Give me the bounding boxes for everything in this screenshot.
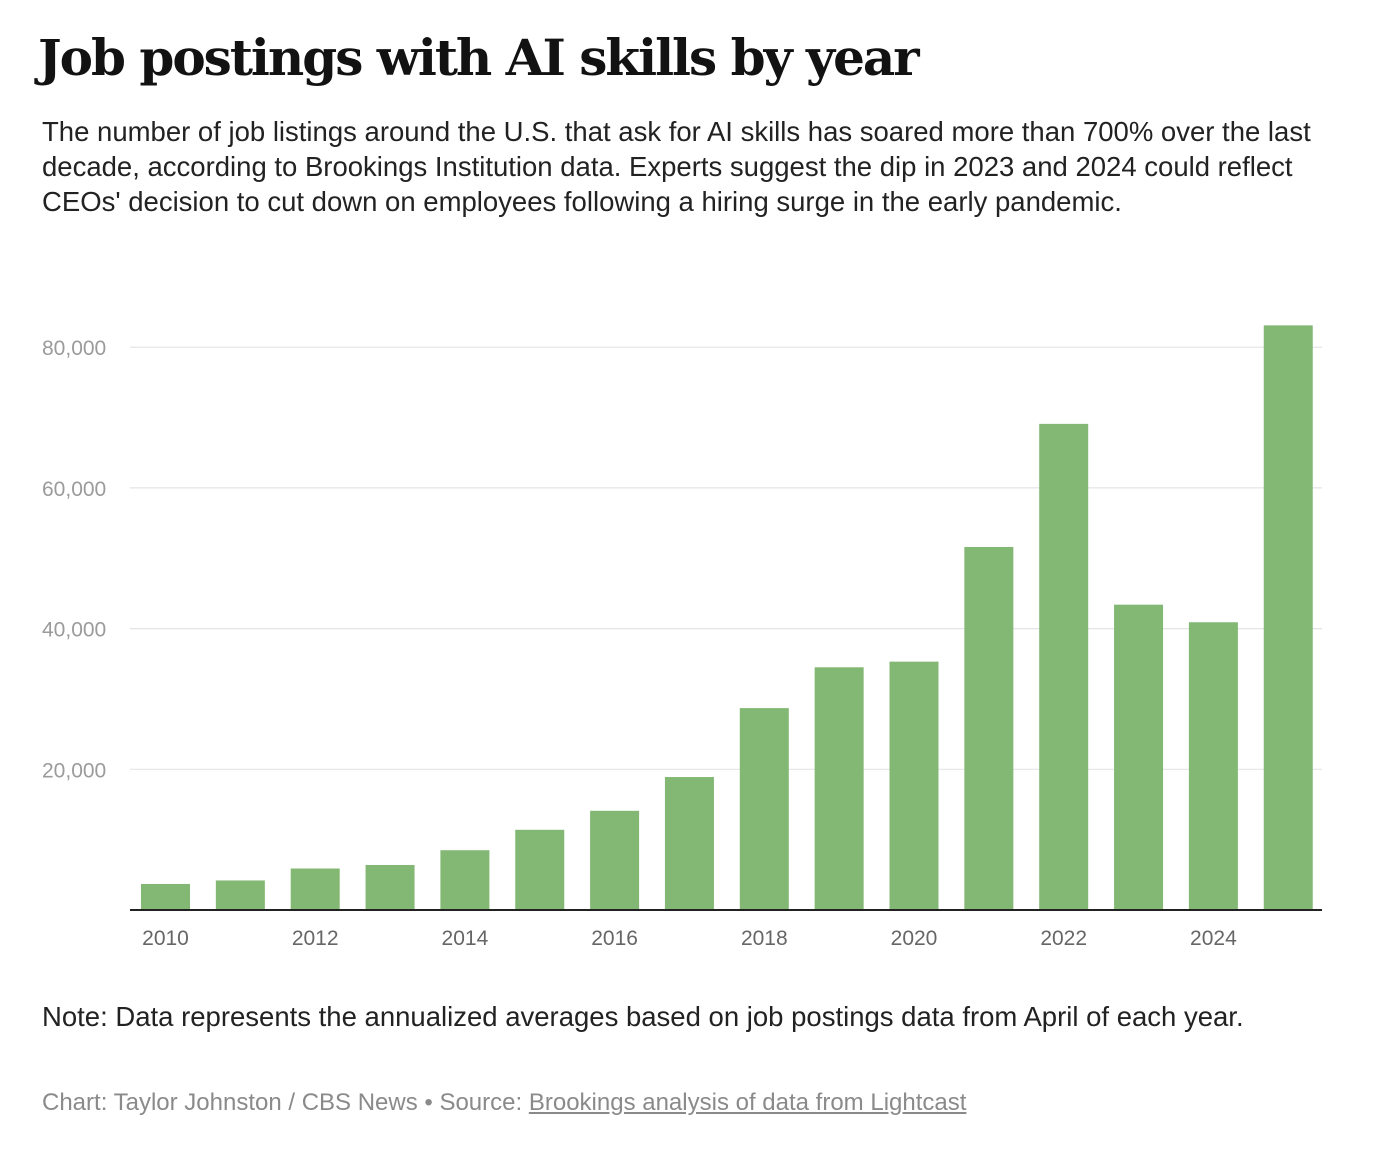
source-link[interactable]: Brookings analysis of data from Lightcas… — [528, 1089, 967, 1116]
y-tick-label: 60,000 — [42, 478, 106, 501]
chart-note: Note: Data represents the annualized ave… — [42, 1001, 1244, 1032]
x-tick-label: 2020 — [891, 927, 938, 950]
x-tick-label: 2016 — [591, 927, 638, 950]
bar-2012 — [290, 868, 340, 910]
bar-2016 — [590, 810, 640, 910]
bar-2022 — [1039, 423, 1089, 910]
y-tick-label: 20,000 — [42, 759, 106, 782]
bar-2017 — [664, 777, 714, 910]
chart-title: Job postings with AI skills by year — [38, 28, 920, 87]
x-tick-label: 2012 — [292, 927, 339, 950]
x-tick-label: 2024 — [1190, 927, 1237, 950]
y-tick-label: 40,000 — [42, 619, 106, 642]
bar-2013 — [365, 864, 415, 910]
x-tick-label: 2018 — [741, 927, 788, 950]
x-tick-label: 2014 — [442, 927, 489, 950]
x-tick-label: 2010 — [142, 927, 189, 950]
chart-subtitle: The number of job listings around the U.… — [42, 116, 1311, 217]
bar-2019 — [814, 667, 864, 910]
y-tick-label: 80,000 — [42, 337, 106, 360]
bar-2023 — [1114, 604, 1164, 910]
bar-2014 — [440, 850, 490, 910]
bar-2018 — [739, 708, 789, 910]
bar-2010 — [141, 883, 190, 910]
credit-text: Chart: Taylor Johnston / CBS News • Sour… — [42, 1089, 529, 1116]
bar-2025 — [1263, 325, 1313, 910]
bar-2015 — [515, 829, 565, 910]
bar-2011 — [215, 880, 265, 910]
bar-2024 — [1188, 622, 1238, 910]
x-tick-label: 2022 — [1040, 927, 1087, 950]
bar-2021 — [964, 546, 1014, 910]
bar-2020 — [889, 661, 939, 910]
chart-credit: Chart: Taylor Johnston / CBS News • Sour… — [42, 1086, 966, 1120]
